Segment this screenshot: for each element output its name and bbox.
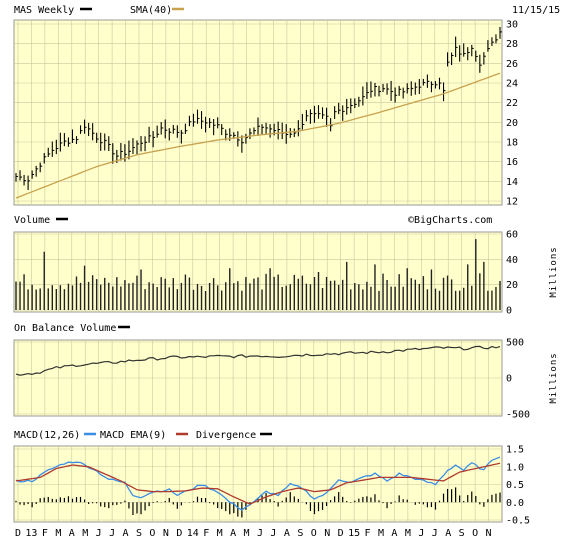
x-tick-label: 14 xyxy=(187,528,199,539)
price-y-ticks: 12 14 16 18 20 22 24 26 28 30 xyxy=(506,20,518,208)
obv-y-ticks: -500 0 500 xyxy=(506,338,530,421)
volume-legend: Volume ©BigCharts.com xyxy=(14,215,492,226)
macd-panel xyxy=(14,446,502,522)
price-panel xyxy=(14,20,502,205)
y-tick-label: 20 xyxy=(506,118,518,129)
watermark: ©BigCharts.com xyxy=(408,215,492,226)
x-tick-label: M xyxy=(378,528,384,539)
volume-title: Volume xyxy=(14,215,50,226)
y-tick-label: -0.5 xyxy=(506,516,530,527)
macd-legend: MACD(12,26) MACD EMA(9) Divergence xyxy=(14,430,272,441)
macd-y-ticks: -0.5 0.0 0.5 1.0 1.5 xyxy=(506,445,530,527)
x-tick-label: J xyxy=(270,528,276,539)
y-tick-label: 0.5 xyxy=(506,480,524,491)
y-tick-label: 16 xyxy=(506,157,518,168)
y-tick-label: 30 xyxy=(506,20,518,31)
y-tick-label: 1.5 xyxy=(506,445,524,456)
x-tick-label: S xyxy=(459,528,465,539)
y-tick-label: 60 xyxy=(506,230,518,241)
x-tick-label: O xyxy=(311,528,317,539)
x-tick-label: M xyxy=(405,528,411,539)
x-tick-label: 13 xyxy=(25,528,37,539)
obv-units: Millions xyxy=(549,352,559,403)
y-tick-label: 0 xyxy=(506,306,512,317)
obv-title: On Balance Volume xyxy=(14,323,116,334)
x-axis-labels: D 13 F M A M J J A S O N D 14 F M A M J J A S O N D 15 F M A M J J A S O N xyxy=(15,528,492,539)
x-tick-label: D xyxy=(338,528,344,539)
macd-ema-label: MACD EMA(9) xyxy=(100,430,166,441)
x-tick-label: A xyxy=(230,528,236,539)
x-tick-label: N xyxy=(486,528,492,539)
y-tick-label: 0 xyxy=(506,374,512,385)
y-tick-label: 1.0 xyxy=(506,462,524,473)
y-tick-label: 500 xyxy=(506,338,524,349)
volume-units: Millions xyxy=(549,246,559,297)
y-tick-label: 20 xyxy=(506,280,518,291)
obv-legend: On Balance Volume xyxy=(14,323,130,334)
x-tick-label: J xyxy=(96,528,102,539)
y-tick-label: -500 xyxy=(506,410,530,421)
x-tick-label: J xyxy=(418,528,424,539)
symbol-label: MAS Weekly xyxy=(14,5,74,16)
x-tick-label: O xyxy=(472,528,478,539)
x-tick-label: A xyxy=(391,528,397,539)
y-tick-label: 22 xyxy=(506,98,518,109)
x-tick-label: M xyxy=(244,528,250,539)
macd-title: MACD(12,26) xyxy=(14,430,80,441)
x-tick-label: A xyxy=(69,528,75,539)
x-tick-label: M xyxy=(82,528,88,539)
y-tick-label: 14 xyxy=(506,177,518,188)
x-tick-label: M xyxy=(55,528,61,539)
sma-label: SMA(40) xyxy=(130,5,172,16)
x-tick-label: D xyxy=(176,528,182,539)
x-tick-label: J xyxy=(109,528,115,539)
x-tick-label: S xyxy=(297,528,303,539)
x-tick-label: 15 xyxy=(348,528,360,539)
x-tick-label: A xyxy=(445,528,451,539)
x-tick-label: D xyxy=(15,528,21,539)
y-tick-label: 18 xyxy=(506,138,518,149)
x-tick-label: F xyxy=(42,528,48,539)
x-tick-label: N xyxy=(163,528,169,539)
x-tick-label: J xyxy=(257,528,263,539)
y-tick-label: 24 xyxy=(506,79,518,90)
x-tick-label: N xyxy=(324,528,330,539)
price-legend: MAS Weekly SMA(40) 11/15/15 xyxy=(14,5,560,16)
x-tick-label: A xyxy=(123,528,129,539)
x-tick-label: S xyxy=(136,528,142,539)
x-tick-label: J xyxy=(432,528,438,539)
y-tick-label: 28 xyxy=(506,39,518,50)
x-tick-label: A xyxy=(284,528,290,539)
volume-y-ticks: 0 20 40 60 xyxy=(506,230,518,317)
y-tick-label: 0.0 xyxy=(506,498,524,509)
x-tick-label: M xyxy=(217,528,223,539)
x-tick-label: O xyxy=(149,528,155,539)
y-tick-label: 40 xyxy=(506,255,518,266)
divergence-label: Divergence xyxy=(196,430,256,441)
y-tick-label: 26 xyxy=(506,59,518,70)
x-tick-label: F xyxy=(365,528,371,539)
x-tick-label: F xyxy=(203,528,209,539)
chart-date: 11/15/15 xyxy=(512,5,560,16)
y-tick-label: 12 xyxy=(506,197,518,208)
